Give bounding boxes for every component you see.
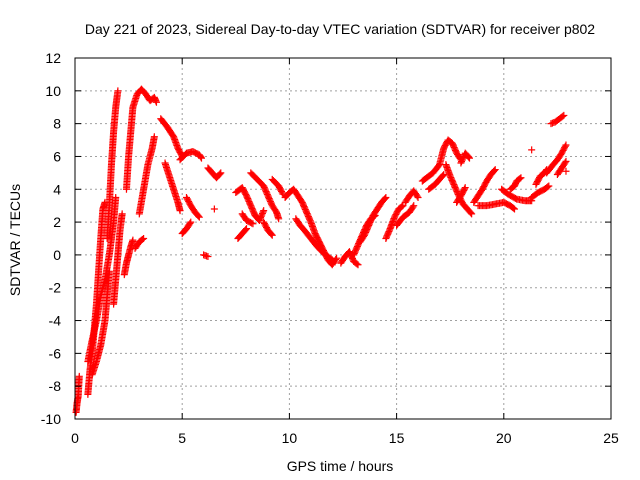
data-point — [440, 171, 448, 179]
y-tick-label: -4 — [49, 313, 62, 329]
data-point — [545, 182, 553, 190]
data-point — [382, 193, 390, 201]
data-point — [187, 218, 195, 226]
data-point — [409, 203, 417, 211]
data-point — [544, 183, 552, 191]
chart-title: Day 221 of 2023, Sidereal Day-to-day VTE… — [85, 21, 595, 37]
data-point — [465, 154, 473, 162]
data-point — [140, 235, 148, 242]
x-tick-label: 5 — [178, 430, 186, 446]
data-point — [75, 372, 83, 380]
data-point — [112, 193, 120, 201]
data-point — [114, 87, 122, 95]
data-point — [461, 184, 469, 192]
data-point — [139, 235, 147, 243]
data-point — [559, 112, 567, 120]
data-point — [354, 261, 362, 269]
grid-lines — [75, 58, 611, 419]
data-point — [150, 133, 158, 141]
y-tick-label: 10 — [45, 83, 61, 99]
data-point — [176, 207, 184, 215]
data-point — [248, 219, 256, 227]
data-point — [410, 202, 418, 210]
data-point — [562, 157, 570, 165]
data-point — [195, 213, 203, 221]
data-point — [197, 154, 205, 162]
data-point — [398, 203, 406, 211]
data-point — [467, 209, 475, 217]
data-point — [516, 175, 524, 183]
y-axis-ticks: -10 -8 -6 -4 -2 0 2 4 6 8 10 12 — [41, 50, 611, 427]
data-point — [275, 215, 283, 223]
data-point — [259, 208, 267, 216]
data-point — [370, 212, 378, 220]
data-point — [327, 255, 335, 263]
data-point — [260, 207, 268, 215]
plot-frame — [74, 57, 612, 420]
data-point — [517, 174, 525, 182]
data-point — [210, 205, 218, 213]
data-point — [278, 189, 286, 197]
data-point — [460, 185, 468, 193]
data-point — [249, 220, 257, 228]
x-tick-label: 15 — [389, 430, 405, 446]
data-point — [204, 253, 212, 261]
y-tick-label: -10 — [41, 411, 61, 427]
x-tick-label: 0 — [71, 430, 79, 446]
data-point — [333, 254, 341, 262]
data-point — [105, 267, 113, 275]
y-tick-label: -8 — [49, 378, 62, 394]
data-point — [491, 166, 499, 174]
data-point — [468, 210, 476, 218]
y-tick-label: 4 — [53, 181, 61, 197]
data-point — [562, 167, 570, 175]
data-point — [414, 193, 422, 201]
data-point — [129, 236, 137, 244]
y-tick-label: 8 — [53, 116, 61, 132]
data-point — [216, 170, 224, 178]
data-point — [152, 98, 160, 106]
y-axis-label: SDTVAR / TECUs — [7, 184, 23, 296]
x-tick-label: 10 — [282, 430, 298, 446]
data-point — [528, 146, 536, 154]
data-point — [186, 219, 194, 227]
x-axis-label: GPS time / hours — [287, 458, 394, 474]
data-point — [242, 226, 250, 234]
x-tick-label: 20 — [496, 430, 512, 446]
y-tick-label: -6 — [49, 345, 62, 361]
data-point — [217, 169, 225, 177]
data-point — [371, 212, 379, 220]
y-tick-label: 6 — [53, 148, 61, 164]
data-point — [328, 256, 336, 264]
data-point — [194, 212, 202, 220]
data-point — [413, 192, 421, 200]
data-point — [243, 225, 251, 233]
data-point — [353, 260, 361, 268]
data-point — [465, 153, 473, 161]
data-point — [509, 204, 517, 212]
data-point — [439, 171, 447, 179]
data-point — [560, 111, 568, 119]
data-point — [490, 167, 498, 175]
data-point — [267, 230, 275, 238]
x-axis-ticks: 0 5 10 15 20 25 — [71, 58, 619, 446]
data-point — [562, 141, 570, 149]
data-point — [561, 159, 569, 167]
y-tick-label: -2 — [49, 280, 62, 296]
data-point — [268, 231, 276, 239]
data-point — [381, 194, 389, 202]
data-points — [72, 85, 570, 416]
y-tick-label: 2 — [53, 214, 61, 230]
data-point — [118, 210, 126, 218]
x-tick-label: 25 — [603, 430, 619, 446]
data-point — [511, 205, 519, 213]
data-point — [197, 153, 205, 161]
data-point — [561, 142, 569, 150]
y-tick-label: 0 — [53, 247, 61, 263]
y-tick-label: 12 — [45, 50, 61, 66]
